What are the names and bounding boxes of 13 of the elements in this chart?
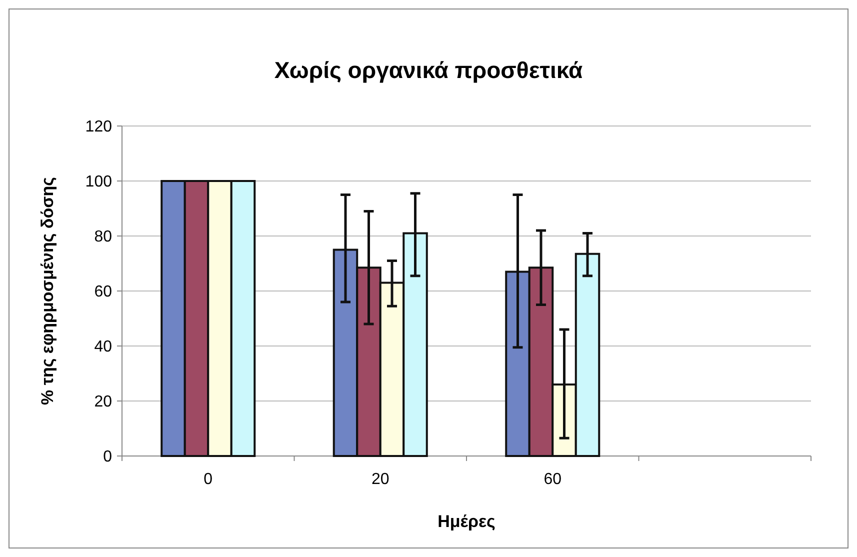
y-tick-label: 120 <box>85 118 112 136</box>
x-tick-label: 0 <box>204 471 213 488</box>
y-tick-label: 20 <box>94 394 112 411</box>
y-tick-label: 100 <box>85 174 112 191</box>
y-tick-label: 80 <box>94 228 112 246</box>
x-axis-title: Ημέρες <box>438 512 496 531</box>
chart-title: Χωρίς οργανικά προσθετικά <box>274 57 583 83</box>
y-tick-label: 40 <box>94 338 112 356</box>
y-axis-title: % της εφηρμοσμένης δόσης <box>38 176 57 405</box>
x-tick-label: 20 <box>371 471 390 488</box>
y-tick-label: 60 <box>94 284 112 301</box>
y-tick-label: 0 <box>103 448 112 466</box>
x-tick-label: 60 <box>544 471 562 488</box>
